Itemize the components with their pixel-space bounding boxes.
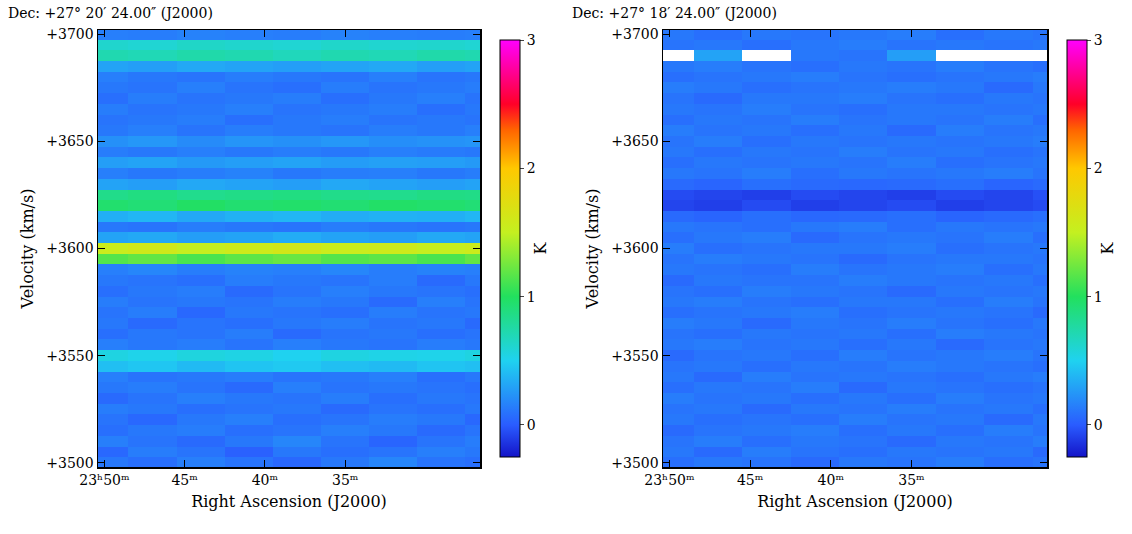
- svg-text:K: K: [1098, 241, 1117, 254]
- svg-text:35ᵐ: 35ᵐ: [332, 472, 359, 488]
- svg-text:+3600: +3600: [611, 240, 658, 256]
- svg-text:+3700: +3700: [611, 26, 658, 42]
- svg-text:Right Ascension (J2000): Right Ascension (J2000): [757, 492, 953, 511]
- svg-text:45ᵐ: 45ᵐ: [737, 472, 764, 488]
- svg-text:40ᵐ: 40ᵐ: [252, 472, 279, 488]
- svg-text:+3600: +3600: [46, 240, 93, 256]
- svg-text:Velocity (km/s): Velocity (km/s): [18, 189, 37, 310]
- svg-text:Right Ascension (J2000): Right Ascension (J2000): [191, 492, 387, 511]
- svg-text:+3650: +3650: [46, 133, 93, 149]
- svg-text:+3650: +3650: [611, 133, 658, 149]
- svg-text:45ᵐ: 45ᵐ: [171, 472, 198, 488]
- svg-text:3: 3: [1094, 32, 1103, 48]
- svg-text:23ʰ50ᵐ: 23ʰ50ᵐ: [644, 472, 695, 488]
- svg-text:0: 0: [527, 417, 536, 433]
- svg-text:Dec: +27° 18′ 24.00″ (J2000): Dec: +27° 18′ 24.00″ (J2000): [572, 5, 777, 21]
- svg-text:3: 3: [527, 32, 536, 48]
- svg-text:Dec: +27° 20′ 24.00″ (J2000): Dec: +27° 20′ 24.00″ (J2000): [8, 5, 213, 21]
- svg-text:Velocity (km/s): Velocity (km/s): [583, 189, 602, 310]
- svg-text:2: 2: [527, 160, 536, 176]
- svg-text:0: 0: [1094, 417, 1103, 433]
- svg-text:+3550: +3550: [611, 348, 658, 364]
- svg-text:+3550: +3550: [46, 348, 93, 364]
- svg-text:2: 2: [1094, 160, 1103, 176]
- svg-text:35ᵐ: 35ᵐ: [898, 472, 925, 488]
- svg-text:40ᵐ: 40ᵐ: [818, 472, 845, 488]
- svg-text:23ʰ50ᵐ: 23ʰ50ᵐ: [79, 472, 130, 488]
- svg-text:+3700: +3700: [46, 26, 93, 42]
- svg-text:1: 1: [1094, 289, 1103, 305]
- svg-text:+3500: +3500: [611, 455, 658, 471]
- svg-text:1: 1: [527, 289, 536, 305]
- svg-text:K: K: [531, 241, 550, 254]
- svg-text:+3500: +3500: [46, 455, 93, 471]
